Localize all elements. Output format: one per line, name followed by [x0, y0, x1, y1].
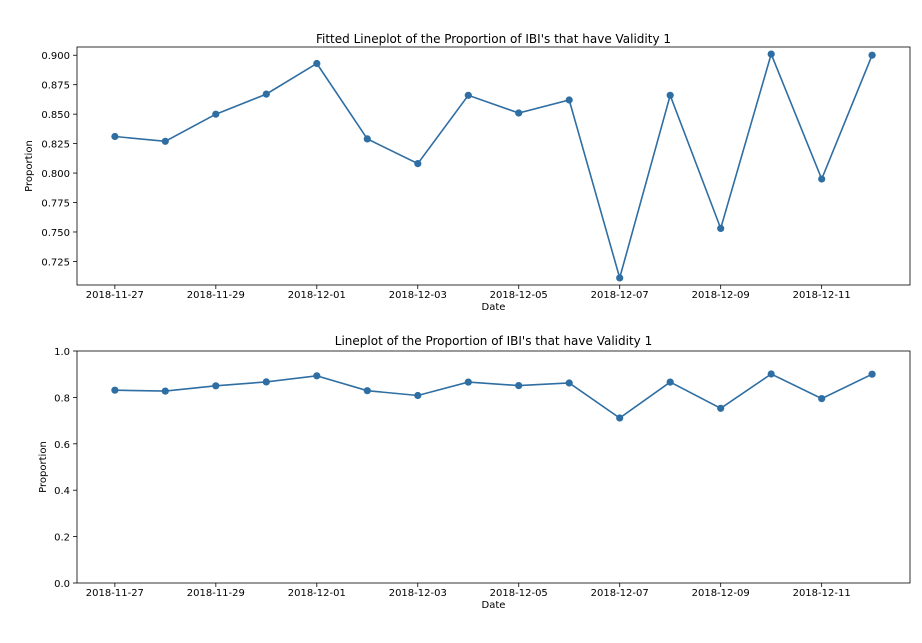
- y-tick-label: 0.2: [54, 533, 70, 544]
- subplot-1: Fitted Lineplot of the Proportion of IBI…: [24, 32, 911, 313]
- x-tick-label: 2018-12-05: [490, 290, 548, 301]
- data-point: [868, 51, 876, 59]
- x-tick-label: 2018-12-11: [793, 588, 851, 599]
- data-point: [616, 274, 624, 282]
- x-tick-label: 2018-12-09: [692, 290, 750, 301]
- data-point: [414, 391, 422, 400]
- x-tick-label: 2018-12-01: [288, 588, 346, 599]
- data-point: [717, 404, 725, 412]
- x-tick-label: 2018-12-05: [490, 588, 548, 599]
- y-axis-label: Proportion: [24, 140, 35, 192]
- y-tick-label: 0.900: [41, 51, 70, 62]
- data-point: [868, 370, 876, 378]
- x-axis-label: Date: [482, 600, 506, 611]
- axes-frame: [76, 350, 911, 584]
- y-tick-label: 0.725: [41, 257, 70, 268]
- x-tick-label: 2018-11-29: [187, 588, 245, 599]
- data-point: [111, 132, 119, 141]
- x-tick-label: 2018-11-27: [86, 290, 144, 301]
- x-tick-label: 2018-12-09: [692, 588, 750, 599]
- data-point: [565, 379, 573, 387]
- series-line: [114, 373, 873, 419]
- x-tick-label: 2018-12-11: [793, 290, 851, 301]
- y-tick-label: 0.775: [41, 199, 70, 210]
- data-point: [464, 91, 472, 99]
- chart-title: Lineplot of the Proportion of IBI's that…: [335, 334, 652, 348]
- chart-title: Fitted Lineplot of the Proportion of IBI…: [316, 32, 671, 46]
- data-point: [767, 50, 775, 58]
- data-point: [818, 395, 826, 403]
- y-tick-label: 0.800: [41, 169, 70, 180]
- data-point: [212, 382, 220, 390]
- data-point: [161, 137, 169, 145]
- data-point: [262, 90, 270, 98]
- data-point: [313, 59, 321, 68]
- x-tick-label: 2018-12-07: [591, 588, 649, 599]
- data-point: [717, 224, 725, 232]
- data-point: [666, 91, 674, 99]
- y-tick-label: 0.6: [54, 440, 70, 451]
- y-tick-label: 0.0: [54, 579, 70, 590]
- x-tick-label: 2018-12-03: [389, 588, 447, 599]
- data-point: [818, 175, 826, 183]
- series-line: [114, 51, 873, 281]
- y-axis-label: Proportion: [38, 441, 49, 493]
- data-point: [414, 160, 422, 168]
- y-tick-label: 0.825: [41, 140, 70, 151]
- data-point: [565, 96, 573, 104]
- data-point: [515, 109, 523, 117]
- data-point: [111, 386, 119, 394]
- y-tick-label: 0.750: [41, 228, 70, 239]
- x-tick-label: 2018-12-03: [389, 290, 447, 301]
- x-tick-label: 2018-11-27: [86, 588, 144, 599]
- axes-frame: [76, 46, 911, 286]
- data-point: [363, 135, 371, 143]
- data-point: [464, 378, 472, 386]
- y-tick-label: 1.0: [54, 347, 70, 358]
- y-tick-label: 0.850: [41, 110, 70, 121]
- y-tick-label: 0.8: [54, 393, 70, 404]
- x-tick-label: 2018-12-01: [288, 290, 346, 301]
- x-tick-label: 2018-12-07: [591, 290, 649, 301]
- y-tick-label: 0.4: [54, 486, 70, 497]
- x-tick-label: 2018-11-29: [187, 290, 245, 301]
- x-axis-label: Date: [482, 302, 506, 313]
- y-tick-label: 0.875: [41, 81, 70, 92]
- data-point: [616, 414, 624, 422]
- data-point: [363, 387, 371, 395]
- data-point: [666, 378, 674, 386]
- data-point: [161, 387, 169, 395]
- subplot-2: Lineplot of the Proportion of IBI's that…: [38, 334, 911, 611]
- data-point: [767, 370, 775, 378]
- data-point: [262, 378, 270, 386]
- data-point: [515, 382, 523, 390]
- data-point: [313, 372, 321, 380]
- data-point: [212, 110, 220, 118]
